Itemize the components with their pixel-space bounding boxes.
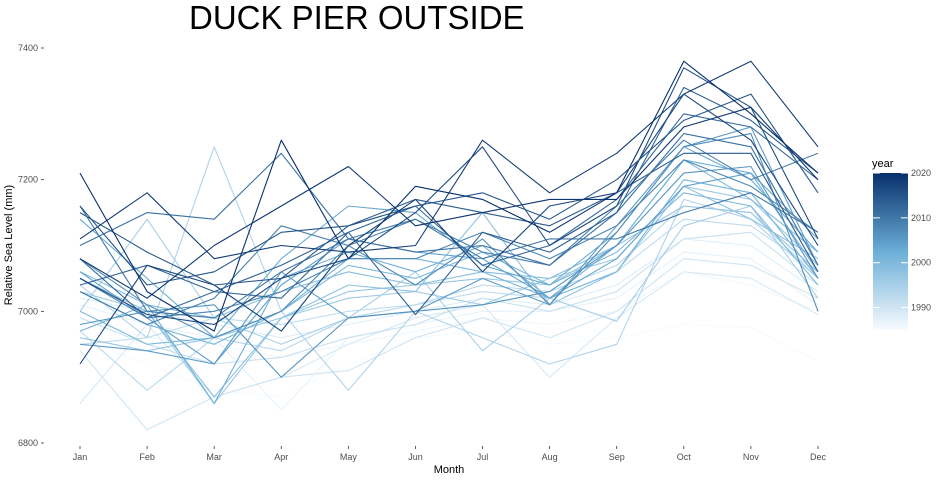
legend-tick-label: 1990 bbox=[911, 303, 931, 313]
x-tick-label: Aug bbox=[542, 452, 558, 462]
series-line bbox=[79, 106, 819, 299]
series-line bbox=[79, 159, 819, 319]
series-line bbox=[79, 86, 819, 316]
chart-title: DUCK PIER OUTSIDE bbox=[189, 0, 525, 36]
series-line bbox=[79, 152, 819, 286]
series-line bbox=[79, 60, 819, 332]
series-line bbox=[79, 139, 819, 326]
x-tick-label: Dec bbox=[810, 452, 827, 462]
series-line bbox=[79, 185, 819, 398]
series-line bbox=[79, 60, 819, 260]
x-tick-label: Nov bbox=[743, 452, 760, 462]
x-tick-label: Jun bbox=[408, 452, 423, 462]
series-line bbox=[79, 159, 819, 319]
x-tick-label: Mar bbox=[206, 452, 222, 462]
series-lines bbox=[79, 60, 819, 431]
series-line bbox=[79, 205, 819, 352]
y-tick-label: 7400 bbox=[18, 43, 38, 53]
x-tick-label: Feb bbox=[139, 452, 155, 462]
series-line bbox=[79, 251, 819, 411]
series-line bbox=[79, 205, 819, 352]
series-line bbox=[79, 165, 819, 378]
x-tick-label: Apr bbox=[274, 452, 288, 462]
series-line bbox=[79, 185, 819, 405]
series-line bbox=[79, 172, 819, 365]
series-line bbox=[79, 159, 819, 405]
y-tick-label: 7200 bbox=[18, 175, 38, 185]
series-line bbox=[79, 113, 819, 319]
legend-tick-label: 2020 bbox=[911, 168, 931, 178]
legend-tick-label: 2010 bbox=[911, 213, 931, 223]
series-line bbox=[79, 146, 819, 339]
series-line bbox=[79, 192, 819, 319]
legend-colorbar bbox=[873, 173, 908, 330]
x-tick-label: Sep bbox=[609, 452, 625, 462]
series-line bbox=[79, 93, 819, 365]
series-line bbox=[79, 67, 819, 326]
legend: year 1990 2000 2010 2020 bbox=[872, 158, 931, 330]
legend-title: year bbox=[872, 158, 894, 170]
series-line bbox=[79, 133, 819, 339]
series-line bbox=[79, 271, 819, 358]
y-axis-title: Relative Sea Level (mm) bbox=[3, 185, 15, 305]
series-line bbox=[79, 323, 819, 398]
legend-tick-label: 2000 bbox=[911, 258, 931, 268]
legend-ticks: 1990 2000 2010 2020 bbox=[873, 168, 931, 313]
x-tick-label: May bbox=[340, 452, 358, 462]
x-tick-label: Oct bbox=[677, 452, 692, 462]
x-axis-title: Month bbox=[434, 464, 465, 476]
x-tick-label: Jan bbox=[73, 452, 88, 462]
x-axis: Jan Feb Mar Apr May Jun Jul Aug Sep Oct Nov Dec bbox=[73, 446, 827, 462]
series-line bbox=[79, 258, 819, 431]
x-tick-label: Jul bbox=[477, 452, 489, 462]
series-line bbox=[79, 179, 819, 345]
y-tick-label: 7000 bbox=[18, 306, 38, 316]
y-axis: 6800 7000 7200 7400 bbox=[18, 43, 44, 448]
series-line bbox=[79, 238, 819, 339]
y-tick-label: 6800 bbox=[18, 438, 38, 448]
series-line bbox=[79, 126, 819, 365]
series-line bbox=[79, 133, 819, 266]
series-line bbox=[79, 93, 819, 286]
series-line bbox=[79, 146, 819, 391]
